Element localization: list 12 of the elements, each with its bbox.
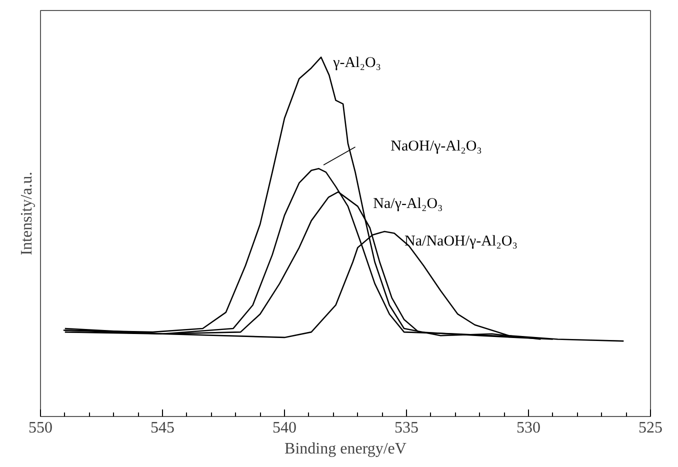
x-tick-label: 540 — [272, 420, 296, 436]
legend-label: NaOH/γ-Al₂O₃ — [390, 138, 482, 155]
series-label: Na/NaOH/γ-Al₂O₃ — [404, 233, 518, 250]
series-label: γ-Al₂O₃ — [332, 55, 382, 72]
x-axis-title: Binding energy/eV — [284, 440, 407, 458]
x-tick-label: 535 — [394, 420, 418, 436]
y-axis-title: Intensity/a.u. — [18, 172, 36, 256]
x-tick-label: 545 — [150, 420, 174, 436]
x-tick-label: 530 — [516, 420, 540, 436]
x-tick-label: 550 — [28, 420, 52, 436]
series-label: Na/γ-Al₂O₃ — [373, 196, 443, 212]
x-tick-label: 525 — [638, 420, 662, 436]
